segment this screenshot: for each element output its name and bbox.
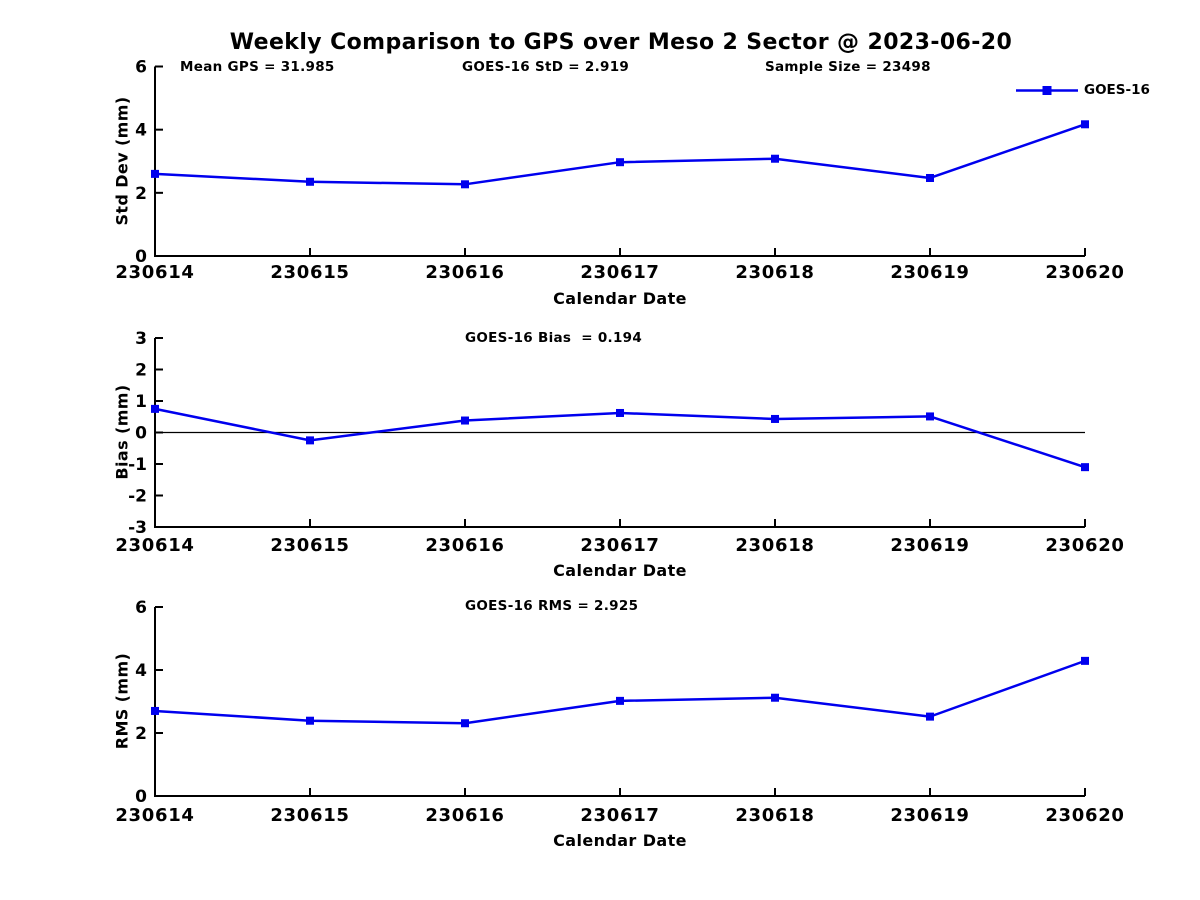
subplot-1-marker-230614 bbox=[151, 169, 159, 178]
subplot-1-marker-230618 bbox=[771, 154, 779, 163]
subplot-3-marker-230616 bbox=[461, 719, 469, 728]
subplot-2-y-tick-label: 3 bbox=[135, 329, 147, 349]
subplot-3-y-tick-label: 2 bbox=[135, 724, 147, 744]
subplot-3-marker-230615 bbox=[306, 716, 314, 725]
subplot-1-marker-230615 bbox=[306, 177, 314, 186]
subplot-2-marker-230614 bbox=[151, 404, 159, 413]
subplot-1-marker-230617 bbox=[616, 158, 624, 167]
subplot-2-marker-230617 bbox=[616, 408, 624, 417]
subplot-1-y-tick-label: 2 bbox=[135, 184, 147, 204]
subplot-2-marker-230618 bbox=[771, 414, 779, 423]
subplot-3-x-tick-label: 230620 bbox=[1045, 805, 1124, 826]
subplot-3-x-tick-label: 230615 bbox=[270, 805, 349, 826]
y-axis-label-rms: RMS (mm) bbox=[112, 652, 132, 750]
y-axis-label-bias: Bias (mm) bbox=[112, 384, 132, 480]
subplot-1-marker-230616 bbox=[461, 180, 469, 189]
subplot-3-y-tick-label: 0 bbox=[135, 787, 147, 807]
subplot-2-x-tick-label: 230619 bbox=[890, 535, 969, 556]
subplot-3-x-tick-label: 230618 bbox=[735, 805, 814, 826]
subplot-3-x-tick-label: 230614 bbox=[115, 805, 194, 826]
y-axis-label-std-dev: Std Dev (mm) bbox=[112, 96, 132, 226]
subplot-2-marker-230620 bbox=[1081, 463, 1089, 472]
annotation-mean-gps: Mean GPS = 31.985 bbox=[180, 59, 335, 75]
subplot-1-x-tick-label: 230616 bbox=[425, 262, 504, 283]
subplot-2-marker-230619 bbox=[926, 412, 934, 421]
legend: GOES-16 bbox=[1016, 82, 1150, 98]
subplot-2-x-tick-label: 230616 bbox=[425, 535, 504, 556]
annotation-goes16-bias: GOES-16 Bias = 0.194 bbox=[465, 330, 643, 346]
legend-line-icon bbox=[1016, 85, 1078, 95]
legend-label: GOES-16 bbox=[1084, 82, 1150, 98]
subplot-3-marker-230617 bbox=[616, 696, 624, 705]
subplot-2-y-tick-label: 1 bbox=[135, 392, 147, 412]
subplot-1-y-tick-label: 6 bbox=[135, 58, 147, 78]
subplot-3-marker-230618 bbox=[771, 693, 779, 702]
subplot-1-x-tick-label: 230615 bbox=[270, 262, 349, 283]
subplot-3-marker-230614 bbox=[151, 706, 159, 715]
x-axis-label-subplot-3: Calendar Date bbox=[553, 831, 687, 850]
subplot-3-marker-230620 bbox=[1081, 656, 1089, 665]
subplot-3-x-tick-label: 230616 bbox=[425, 805, 504, 826]
annotation-goes16-std: GOES-16 StD = 2.919 bbox=[462, 59, 630, 75]
subplot-1-y-tick-label: 4 bbox=[135, 121, 147, 141]
subplot-3-x-tick-label: 230619 bbox=[890, 805, 969, 826]
subplot-1-x-tick-label: 230614 bbox=[115, 262, 194, 283]
subplot-2-series-line-GOES-16 bbox=[154, 407, 1086, 469]
subplot-3-y-tick-label: 4 bbox=[135, 661, 147, 681]
subplot-1-series-line-GOES-16 bbox=[154, 123, 1086, 186]
subplot-2-marker-230615 bbox=[306, 436, 314, 445]
subplot-2-x-tick-label: 230617 bbox=[580, 535, 659, 556]
subplot-2-y-tick-label: 0 bbox=[135, 424, 147, 444]
subplot-3-y-tick-label: 6 bbox=[135, 598, 147, 618]
figure-title: Weekly Comparison to GPS over Meso 2 Sec… bbox=[229, 30, 1013, 55]
subplot-3-series-line-GOES-16 bbox=[154, 659, 1086, 725]
subplot-3-marker-230619 bbox=[926, 712, 934, 721]
subplot-2-y-tick-label: 2 bbox=[135, 361, 147, 381]
subplot-2-y-tick-label: -1 bbox=[128, 455, 147, 475]
subplot-1-y-tick-label: 0 bbox=[135, 247, 147, 267]
subplot-2-x-tick-label: 230618 bbox=[735, 535, 814, 556]
x-axis-label-subplot-1: Calendar Date bbox=[553, 289, 687, 308]
subplot-2-x-tick-label: 230620 bbox=[1045, 535, 1124, 556]
annotation-goes16-rms: GOES-16 RMS = 2.925 bbox=[465, 598, 639, 614]
subplot-1-x-tick-label: 230617 bbox=[580, 262, 659, 283]
subplot-1-marker-230620 bbox=[1081, 120, 1089, 129]
subplot-2-y-tick-label: -3 bbox=[128, 518, 147, 538]
subplot-2-x-tick-label: 230615 bbox=[270, 535, 349, 556]
x-axis-label-subplot-2: Calendar Date bbox=[553, 561, 687, 580]
subplot-3-x-tick-label: 230617 bbox=[580, 805, 659, 826]
subplot-1-x-tick-label: 230619 bbox=[890, 262, 969, 283]
subplot-1-x-tick-label: 230620 bbox=[1045, 262, 1124, 283]
subplot-2-y-tick-label: -2 bbox=[128, 487, 147, 507]
annotation-sample-size: Sample Size = 23498 bbox=[765, 59, 931, 75]
subplot-2-marker-230616 bbox=[461, 416, 469, 425]
subplot-1-marker-230619 bbox=[926, 173, 934, 182]
subplot-1-x-tick-label: 230618 bbox=[735, 262, 814, 283]
subplot-2-x-tick-label: 230614 bbox=[115, 535, 194, 556]
